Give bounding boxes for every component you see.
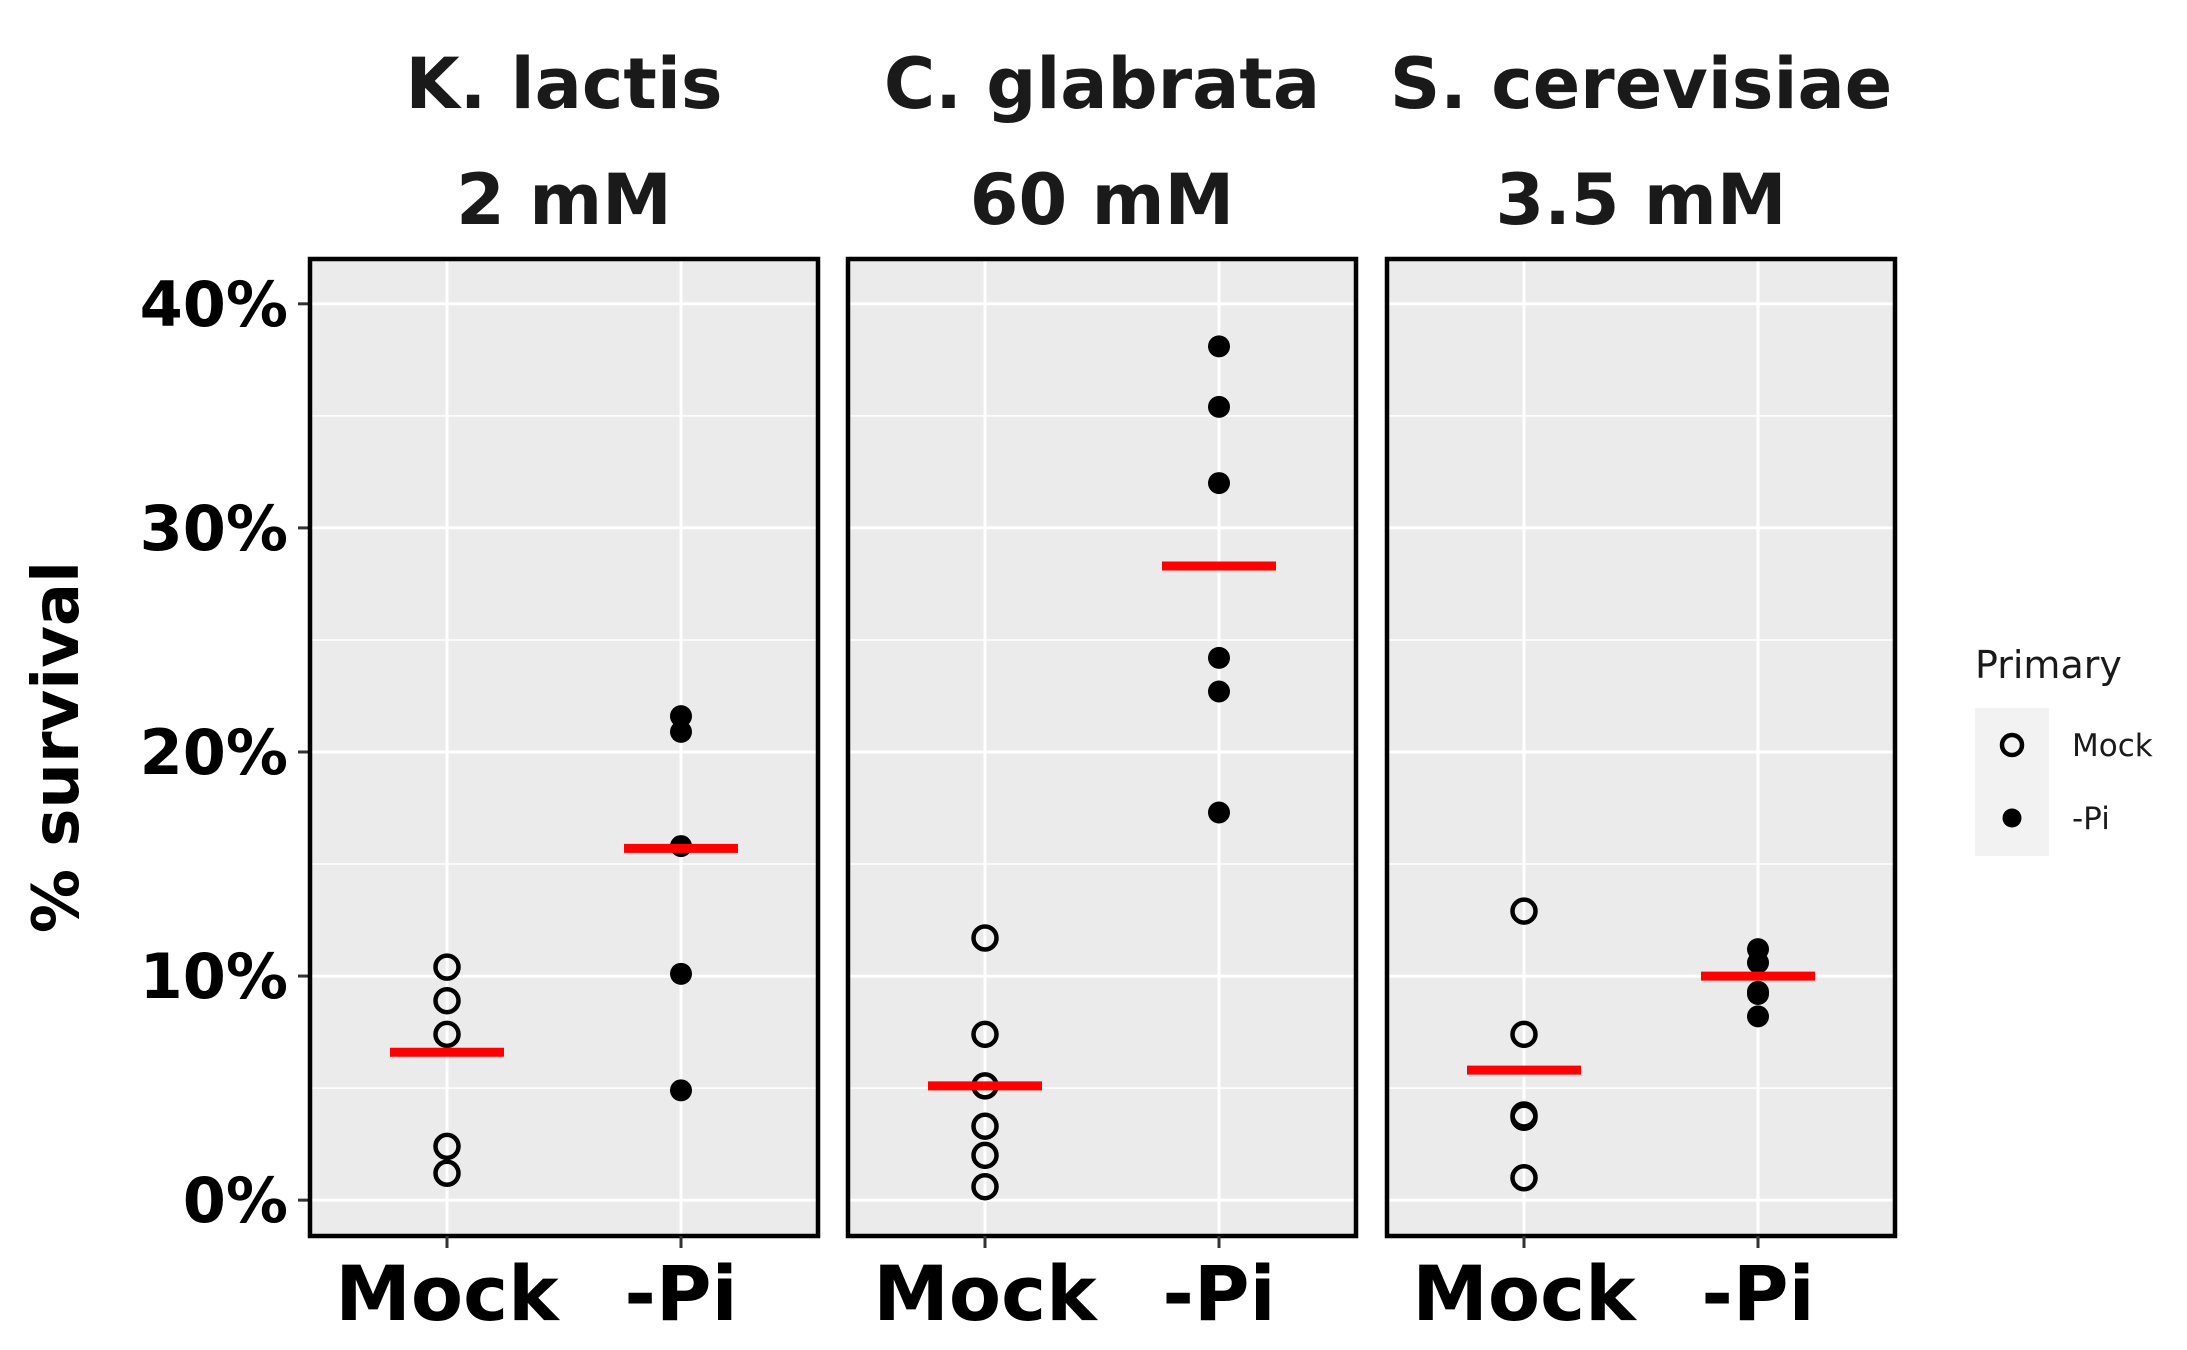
data-point-pi <box>1208 335 1230 358</box>
data-point-pi <box>1208 680 1230 703</box>
data-point-mock <box>433 1159 461 1188</box>
legend: Primary Mock -Pi <box>1975 643 2153 856</box>
data-point-mock <box>1510 1020 1538 1049</box>
data-point-mock <box>971 1112 999 1140</box>
data-point-mock <box>433 1132 461 1161</box>
data-point-pi <box>1747 1005 1769 1028</box>
panel-border <box>1384 256 1898 1239</box>
legend-marker-pi <box>2002 808 2022 828</box>
panel-2: C. glabrata 60 mM Mock -Pi <box>845 43 1359 1338</box>
y-tick-label: 30% <box>140 492 288 565</box>
y-tick-label: 0% <box>183 1164 288 1237</box>
panel-border <box>307 256 821 1239</box>
data-point-pi <box>670 720 692 743</box>
data-point-pi <box>670 962 692 985</box>
x-tick-label: -Pi <box>624 1249 737 1338</box>
panel-subtitle: 3.5 mM <box>1496 159 1787 241</box>
panel-subtitle: 60 mM <box>970 159 1234 241</box>
data-point-mock <box>433 953 461 981</box>
y-tick-label: 40% <box>140 268 288 341</box>
panel-title: C. glabrata <box>884 43 1320 125</box>
panel-background <box>310 259 818 1236</box>
panel-border <box>845 256 1359 1239</box>
data-point-pi <box>1747 982 1769 1005</box>
panel-background <box>1387 259 1895 1236</box>
data-point-pi <box>1208 801 1230 824</box>
data-point-mock <box>1510 897 1538 925</box>
panel-3: S. cerevisiae 3.5 mM Mock -Pi <box>1384 43 1898 1338</box>
data-point-pi <box>670 1079 692 1102</box>
data-point-mock <box>971 1141 999 1170</box>
panel-subtitle: 2 mM <box>456 159 672 241</box>
panel-title: S. cerevisiae <box>1390 43 1892 125</box>
data-point-mock <box>433 986 461 1015</box>
panel-background <box>848 259 1356 1236</box>
legend-label-mock: Mock <box>2072 728 2153 764</box>
data-point-mock <box>971 1172 999 1201</box>
x-tick-label: Mock <box>335 1249 560 1338</box>
data-point-mock <box>971 924 999 952</box>
legend-label-pi: -Pi <box>2072 801 2110 837</box>
data-point-pi <box>1747 951 1769 974</box>
data-point-mock <box>433 1020 461 1049</box>
data-point-pi <box>1208 472 1230 495</box>
legend-marker-mock <box>1999 732 2025 758</box>
data-point-mock <box>971 1020 999 1049</box>
x-tick-label: Mock <box>1412 1249 1637 1338</box>
legend-title: Primary <box>1975 643 2122 687</box>
data-point-pi <box>670 705 692 728</box>
y-tick-label: 10% <box>140 940 288 1013</box>
y-tick-label: 20% <box>140 716 288 789</box>
data-point-pi <box>1208 395 1230 418</box>
x-tick-label: Mock <box>873 1249 1098 1338</box>
data-point-mock <box>1510 1163 1538 1192</box>
legend-key-background <box>1975 708 2049 856</box>
panel-title: K. lactis <box>405 43 722 125</box>
panel-1: K. lactis 2 mM Mock -Pi <box>307 43 821 1338</box>
x-tick-label: -Pi <box>1162 1249 1275 1338</box>
data-point-pi <box>1208 646 1230 669</box>
x-tick-label: -Pi <box>1701 1249 1814 1338</box>
y-axis-title: % survival <box>20 561 94 933</box>
data-point-mock <box>1510 1103 1538 1131</box>
